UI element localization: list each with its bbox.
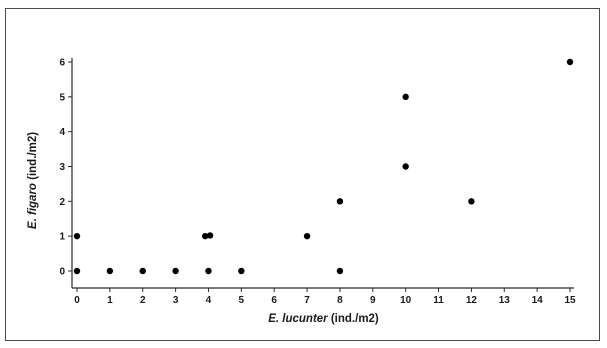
y-axis-title: E. figaro (ind./m2) (27, 132, 39, 229)
y-axis-title-unit: (ind./m2) (27, 132, 39, 183)
x-tick-label: 1 (107, 295, 113, 306)
x-tick-label: 3 (173, 295, 179, 306)
data-point (73, 267, 81, 275)
data-point (402, 93, 409, 101)
x-tick-label: 0 (74, 295, 80, 306)
data-point (566, 58, 574, 66)
data-point (205, 267, 212, 275)
x-tick-label: 8 (337, 295, 343, 306)
y-ticks-group: 0 1 2 3 4 5 6 (59, 58, 72, 278)
x-tick-label: 6 (271, 295, 277, 306)
x-tick-label: 2 (140, 295, 146, 306)
y-tick-label: 0 (59, 267, 65, 278)
x-tick-label: 12 (466, 295, 478, 306)
data-point (303, 232, 311, 240)
x-ticks-group: 0 1 2 3 4 5 6 7 8 9 10 11 12 13 14 15 (74, 288, 576, 306)
x-axis-title-unit: (ind./m2) (328, 313, 379, 325)
y-tick-label: 4 (59, 127, 65, 138)
data-point (468, 198, 475, 205)
x-tick-label: 4 (206, 295, 212, 306)
x-tick-label: 14 (532, 295, 544, 306)
data-point (206, 232, 214, 239)
x-tick-label: 11 (433, 295, 444, 306)
figure-border (5, 8, 600, 341)
x-tick-label: 13 (499, 295, 511, 306)
y-tick-label: 5 (59, 92, 65, 103)
data-point (73, 232, 81, 240)
x-tick-label: 9 (370, 295, 376, 306)
y-tick-label: 6 (59, 58, 65, 69)
points-group (73, 58, 574, 275)
x-tick-label: 5 (239, 295, 245, 306)
data-point (238, 267, 245, 275)
data-point (201, 232, 209, 240)
x-axis-title: E. lucunter (ind./m2) (268, 313, 379, 325)
data-point (336, 267, 344, 275)
data-point (139, 267, 146, 275)
x-tick-label: 7 (304, 295, 310, 306)
x-axis-title-species: E. lucunter (268, 313, 328, 325)
data-point (402, 163, 409, 170)
y-tick-label: 3 (59, 162, 65, 173)
data-point (336, 198, 344, 205)
data-point (106, 267, 114, 275)
axes-group (71, 58, 574, 289)
data-point (172, 267, 179, 275)
y-tick-label: 1 (59, 232, 65, 243)
x-tick-label: 15 (564, 295, 576, 306)
y-tick-label: 2 (59, 197, 65, 208)
x-tick-label: 10 (400, 295, 412, 306)
y-axis-title-species: E. figaro (27, 183, 39, 229)
